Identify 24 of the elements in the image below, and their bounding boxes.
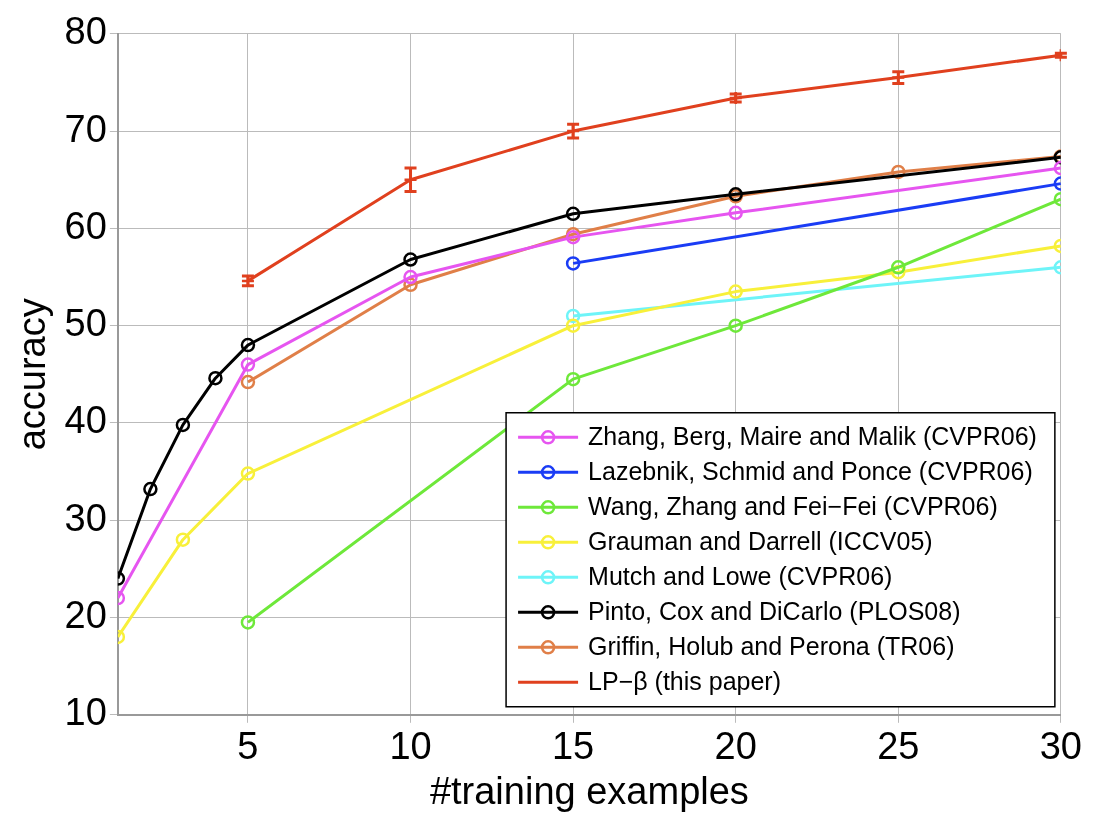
y-tick-label: 10	[64, 691, 107, 734]
x-tick-label: 15	[551, 725, 595, 768]
y-axis-title: accuracy	[11, 298, 54, 451]
y-tick-label: 80	[64, 10, 107, 53]
legend-label: Grauman and Darrell (ICCV05)	[588, 527, 933, 556]
x-axis-title: #training examples	[429, 769, 749, 812]
legend-label: Wang, Zhang and Fei−Fei (CVPR06)	[588, 492, 998, 521]
x-tick-label: 25	[877, 725, 920, 768]
legend-label: LP−β (this paper)	[588, 667, 782, 696]
legend-label: Pinto, Cox and DiCarlo (PLOS08)	[588, 597, 961, 626]
y-tick-label: 40	[64, 399, 107, 442]
x-tick-label: 10	[389, 725, 432, 768]
x-tick-label: 5	[237, 725, 259, 768]
y-tick-label: 50	[64, 302, 107, 345]
legend-label: Griffin, Holub and Perona (TR06)	[588, 632, 955, 661]
y-tick-label: 60	[64, 204, 107, 247]
y-tick-label: 20	[64, 594, 107, 636]
y-tick-label: 70	[64, 107, 107, 150]
x-tick-label: 30	[1039, 725, 1083, 768]
x-tick-label: 20	[714, 725, 757, 768]
y-tick-label: 30	[64, 496, 107, 539]
legend-label: Zhang, Berg, Maire and Malik (CVPR06)	[588, 422, 1037, 451]
legend-label: Lazebnik, Schmid and Ponce (CVPR06)	[588, 457, 1033, 486]
legend-label: Mutch and Lowe (CVPR06)	[588, 562, 893, 591]
